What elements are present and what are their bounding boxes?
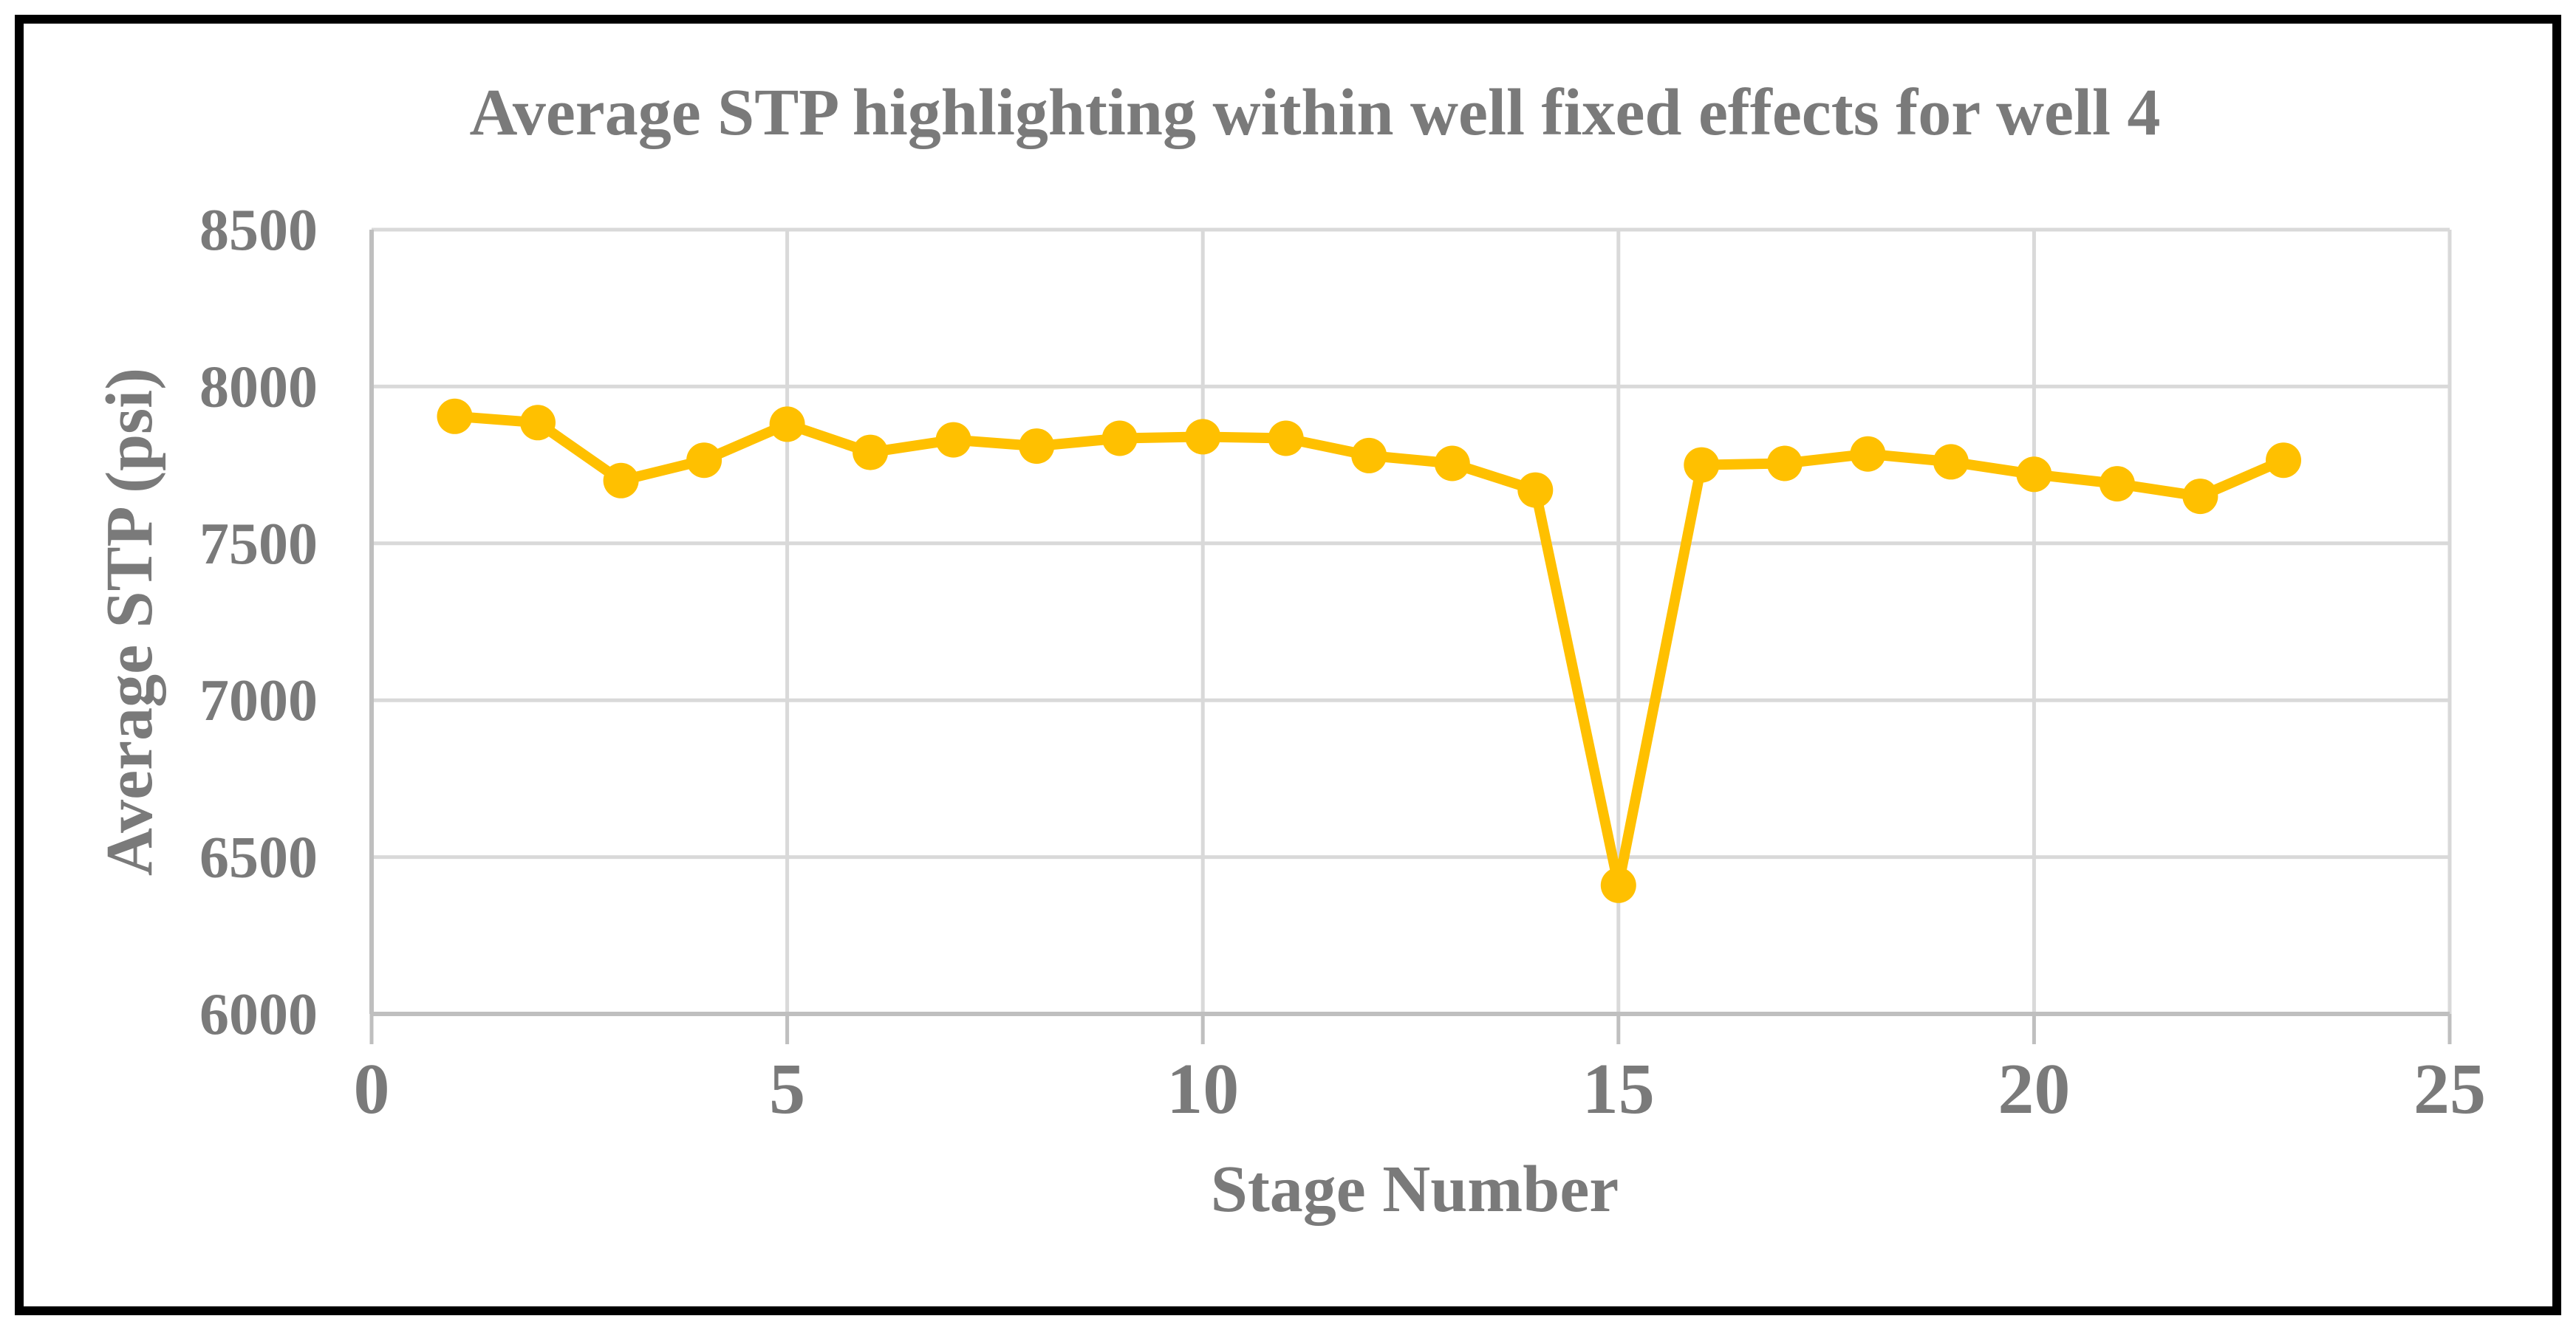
data-point-marker [1185,419,1221,455]
y-tick-label: 7000 [199,668,318,733]
data-point-marker [1019,428,1055,465]
data-point-marker [1766,445,1803,481]
data-point-marker [1351,437,1387,473]
data-point-marker [769,406,805,442]
data-point-marker [2099,466,2135,502]
data-point-marker [1684,447,1720,483]
y-tick-label: 8000 [199,354,318,419]
data-series [437,398,2301,903]
y-tick-label: 8500 [199,198,318,263]
y-tick-label: 7500 [199,512,318,577]
data-point-marker [1850,436,1886,472]
data-point-marker [1517,472,1554,508]
chart-title: Average STP highlighting within well fix… [470,76,2161,149]
x-tick-label: 0 [354,1049,390,1129]
y-tick-label: 6000 [199,982,318,1047]
x-tick-label: 25 [2413,1049,2486,1129]
data-point-marker [520,405,556,441]
data-point-marker [853,434,889,470]
x-tick-label: 10 [1166,1049,1239,1129]
x-axis-title: Stage Number [1211,1153,1619,1226]
data-point-marker [1434,445,1470,481]
x-tick-label: 5 [769,1049,805,1129]
data-point-marker [603,462,639,498]
data-point-marker [1101,420,1138,456]
data-point-marker [437,398,473,434]
y-axis-tick-labels: 8500 8000 7500 7000 6500 6000 [199,198,318,1047]
y-tick-label: 6500 [199,826,318,891]
data-point-marker [2266,442,2301,479]
data-line [449,411,2289,891]
x-axis-tick-labels: 0 5 10 15 20 25 [354,1049,2487,1129]
y-axis-title: Average STP (psi) [93,368,166,876]
data-point-marker [1933,444,1969,480]
gridlines [369,227,2452,1014]
x-tick-label: 20 [1998,1049,2070,1129]
data-point-marker [2016,456,2052,493]
x-tick-label: 15 [1582,1049,1655,1129]
data-point-marker [1600,867,1636,903]
data-point-marker [1268,420,1304,456]
data-point-marker [2182,479,2218,515]
data-point-marker [935,422,971,458]
axes [369,230,2452,1044]
data-point-marker [686,442,722,479]
